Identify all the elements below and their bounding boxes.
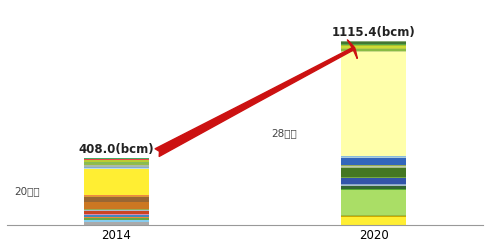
Bar [341, 49, 406, 51]
Bar [84, 220, 149, 222]
Bar [341, 217, 406, 225]
Bar [84, 222, 149, 225]
Text: 20개국: 20개국 [14, 186, 40, 196]
Bar [341, 216, 406, 217]
Bar [341, 166, 406, 167]
Bar [341, 45, 406, 46]
Bar [84, 211, 149, 214]
Bar [341, 48, 406, 49]
Bar [341, 51, 406, 52]
Bar [341, 185, 406, 186]
Bar [84, 158, 149, 160]
Bar [341, 215, 406, 216]
Bar [84, 196, 149, 197]
Bar [341, 186, 406, 188]
Bar [84, 210, 149, 211]
Bar [84, 202, 149, 209]
Bar [84, 197, 149, 202]
Bar [341, 190, 406, 215]
Bar [84, 214, 149, 215]
Bar [84, 160, 149, 162]
Bar [341, 157, 406, 158]
Bar [341, 46, 406, 48]
Bar [341, 167, 406, 168]
Bar [84, 218, 149, 220]
Bar [341, 42, 406, 44]
Bar [84, 209, 149, 210]
Bar [341, 41, 406, 42]
Bar [341, 189, 406, 190]
Bar [341, 158, 406, 165]
Bar [84, 169, 149, 195]
Bar [84, 162, 149, 164]
Bar [341, 52, 406, 156]
Bar [341, 156, 406, 157]
Bar [84, 165, 149, 167]
Bar [341, 44, 406, 45]
Bar [341, 178, 406, 184]
Bar [84, 195, 149, 196]
Bar [341, 184, 406, 185]
Text: 408.0(bcm): 408.0(bcm) [78, 142, 154, 156]
Bar [84, 168, 149, 169]
Bar [84, 215, 149, 217]
Bar [84, 217, 149, 218]
Bar [84, 167, 149, 168]
Text: 1115.4(bcm): 1115.4(bcm) [332, 26, 416, 39]
Bar [341, 177, 406, 178]
Bar [341, 188, 406, 189]
Bar [84, 164, 149, 165]
Bar [341, 165, 406, 166]
Bar [341, 168, 406, 177]
Text: 28개국: 28개국 [271, 128, 297, 138]
